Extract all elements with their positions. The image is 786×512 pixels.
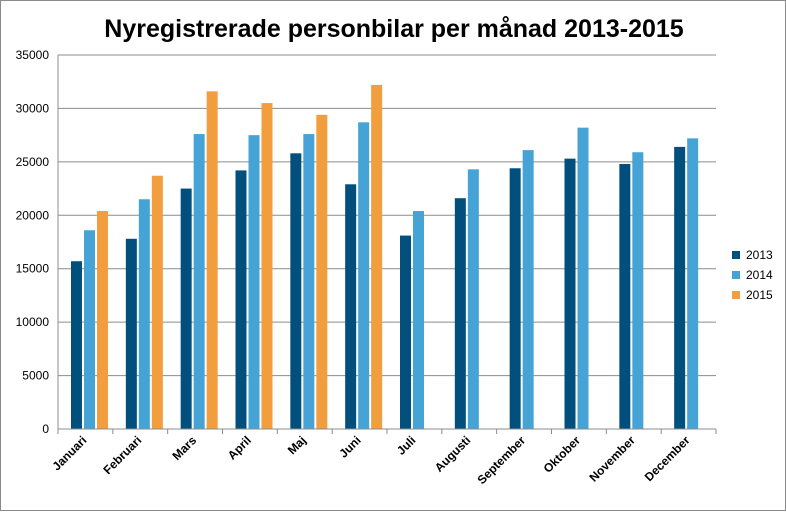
x-tick-label: Januari	[49, 433, 89, 473]
legend-label: 2013	[746, 248, 773, 262]
grid-lines	[58, 54, 716, 377]
bar-2013-Januari	[71, 261, 82, 429]
bar-2015-Februari	[151, 175, 163, 429]
bar-2015-Juni	[371, 84, 383, 430]
bar-2013-April	[235, 170, 247, 430]
bar-2013-Juli	[400, 235, 411, 429]
bar-2013-December	[674, 146, 686, 429]
bar-2014-Juni	[358, 122, 370, 429]
bar-2013-November	[619, 163, 631, 429]
y-tick-label: 0	[42, 422, 49, 436]
x-tick-label: Augusti	[432, 433, 473, 474]
x-tick-label: Februari	[101, 433, 145, 477]
y-tick-label: 10000	[16, 315, 50, 329]
legend-label: 2014	[746, 268, 773, 282]
bar-2013-Mars	[180, 188, 192, 429]
chart-title: Nyregistrerade personbilar per månad 201…	[104, 15, 684, 43]
bar-2013-September	[509, 168, 521, 430]
bar-2014-Februari	[138, 199, 150, 429]
bar-2014-Mars	[193, 134, 205, 429]
legend-swatch	[732, 291, 740, 299]
bar-2015-April	[261, 103, 273, 429]
y-tick-label: 15000	[16, 262, 50, 276]
legend-item: 2015	[732, 285, 773, 305]
x-tick-label: September	[474, 433, 528, 487]
bar-2014-Augusti	[467, 169, 479, 429]
x-tick-label: Juni	[336, 433, 363, 460]
legend-item: 2013	[732, 245, 773, 265]
bar-2014-September	[522, 150, 534, 430]
bar-2013-Maj	[290, 153, 302, 429]
y-tick-label: 25000	[16, 155, 50, 169]
y-tick-label: 5000	[22, 369, 49, 383]
bar-2015-Januari	[97, 211, 108, 429]
x-tick-label: Oktober	[541, 433, 584, 476]
x-tick-label: November	[586, 433, 638, 485]
x-tick-label: Mars	[169, 433, 199, 463]
bar-2014-Maj	[303, 134, 315, 429]
y-tick-label: 30000	[16, 101, 50, 115]
bar-2014-Oktober	[577, 127, 589, 430]
bar-2015-Maj	[316, 114, 328, 429]
x-tick-label: December	[642, 433, 693, 484]
bar-2013-Februari	[125, 238, 137, 429]
y-tick-label: 35000	[16, 48, 50, 62]
legend-swatch	[732, 271, 740, 279]
y-axis-ticks: 0 5000 10000 15000 20000 25000 30000 35000	[16, 48, 50, 436]
bars	[71, 84, 699, 430]
x-tick-label: Juli	[394, 433, 419, 458]
bar-2014-November	[632, 152, 644, 430]
bar-2014-Januari	[84, 230, 95, 429]
legend-item: 2014	[732, 265, 773, 285]
legend: 2013 2014 2015	[732, 245, 773, 305]
bar-2013-Juni	[345, 184, 357, 429]
x-axis-ticks: Januari Februari Mars April Maj Juni Juli Augus…	[49, 433, 692, 487]
bar-2014-April	[248, 135, 260, 429]
bar-2014-Juli	[413, 211, 424, 429]
x-tick-label: April	[225, 433, 254, 462]
bar-2015-Mars	[206, 91, 218, 430]
bar-2013-Augusti	[454, 198, 466, 429]
axes	[57, 55, 717, 434]
bar-2014-December	[687, 138, 699, 429]
x-tick-label: Maj	[285, 433, 309, 457]
legend-label: 2015	[746, 288, 773, 302]
legend-swatch	[732, 251, 740, 259]
bar-2013-Oktober	[564, 158, 576, 429]
y-tick-label: 20000	[16, 208, 50, 222]
